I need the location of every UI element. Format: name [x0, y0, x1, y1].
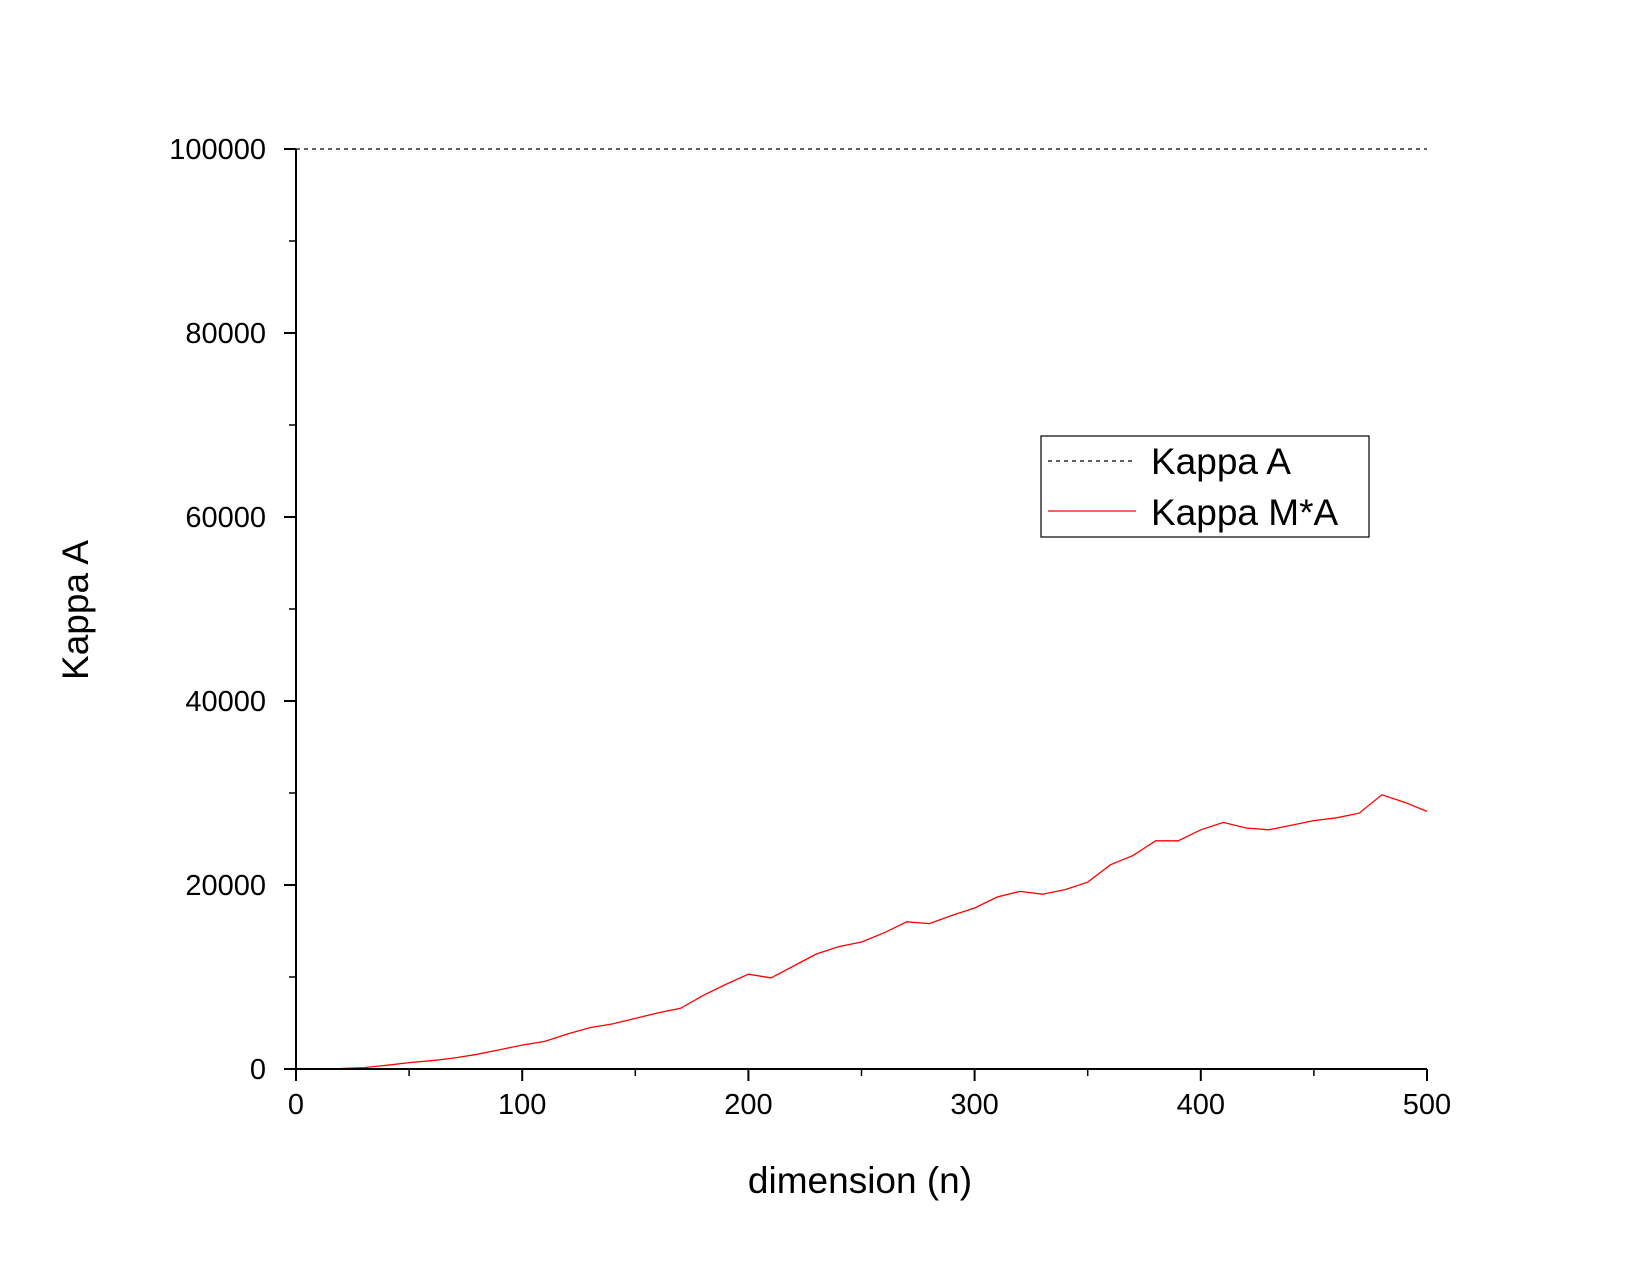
legend-entry-kappa-a: Kappa A [1151, 441, 1291, 482]
y-tick-label: 100000 [169, 134, 266, 166]
x-axis-label: dimension (n) [748, 1160, 972, 1201]
x-tick-label: 500 [1403, 1089, 1451, 1121]
legend-entry-kappa-ma: Kappa M*A [1151, 492, 1338, 533]
x-tick-label: 0 [288, 1089, 304, 1121]
x-tick-label: 100 [498, 1089, 546, 1121]
legend: Kappa A Kappa M*A [1040, 435, 1370, 538]
y-tick-label: 40000 [185, 686, 266, 718]
y-tick-label: 80000 [185, 318, 266, 350]
legend-box [1040, 435, 1370, 538]
series-line-kappa-ma [295, 794, 1428, 1070]
x-tick-label: 400 [1177, 1089, 1225, 1121]
y-tick-label: 0 [250, 1054, 266, 1086]
y-tick-label: 20000 [185, 870, 266, 902]
plot-area [295, 148, 1428, 1070]
axes [295, 149, 1427, 1070]
x-tick-label: 300 [950, 1089, 998, 1121]
y-tick-label: 60000 [185, 502, 266, 534]
y-axis-label: Kappa A [55, 540, 96, 680]
ticks: 0 100 200 300 400 500 0 20000 40000 60000 80000 100… [169, 134, 1451, 1121]
x-tick-label: 200 [724, 1089, 772, 1121]
